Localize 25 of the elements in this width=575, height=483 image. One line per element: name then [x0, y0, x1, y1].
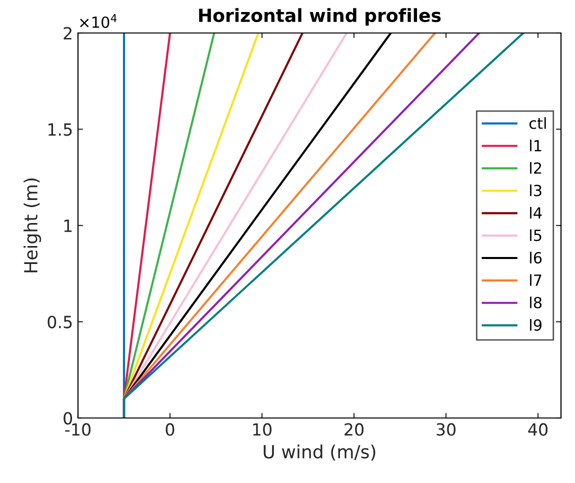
- legend-label: l7: [530, 274, 542, 286]
- x-tick-label: 0: [166, 423, 174, 436]
- x-tick-label: 40: [528, 423, 548, 436]
- legend-label: ctl: [529, 117, 546, 130]
- text: ×10$^{4}$: [80, 14, 117, 28]
- legend-label: l6: [530, 252, 542, 264]
- legend-label: l4: [530, 206, 542, 219]
- chart-title: Horizontal wind profiles: [199, 8, 441, 26]
- legend-label: l1: [530, 140, 542, 152]
- y-tick-label: 0: [64, 412, 72, 425]
- legend-label: l5: [530, 229, 542, 242]
- y-tick-label: 1: [64, 220, 72, 232]
- x-tick-label: 30: [436, 423, 456, 436]
- x-tick-label: -10: [65, 423, 91, 436]
- y-axis-title: Height (m): [24, 178, 42, 272]
- legend-label: l9: [530, 319, 542, 331]
- y-tick-label: 2: [64, 26, 72, 40]
- legend-label: l2: [530, 162, 542, 174]
- legend-label: l3: [530, 184, 542, 196]
- legend-label: l8: [530, 296, 542, 308]
- y-tick-label: 0.5: [48, 316, 72, 328]
- y-tick-label: 1.5: [48, 123, 72, 136]
- x-axis-title: U wind (m/s): [264, 444, 376, 461]
- x-tick-label: 20: [344, 423, 364, 436]
- x-tick-label: 10: [253, 423, 272, 436]
